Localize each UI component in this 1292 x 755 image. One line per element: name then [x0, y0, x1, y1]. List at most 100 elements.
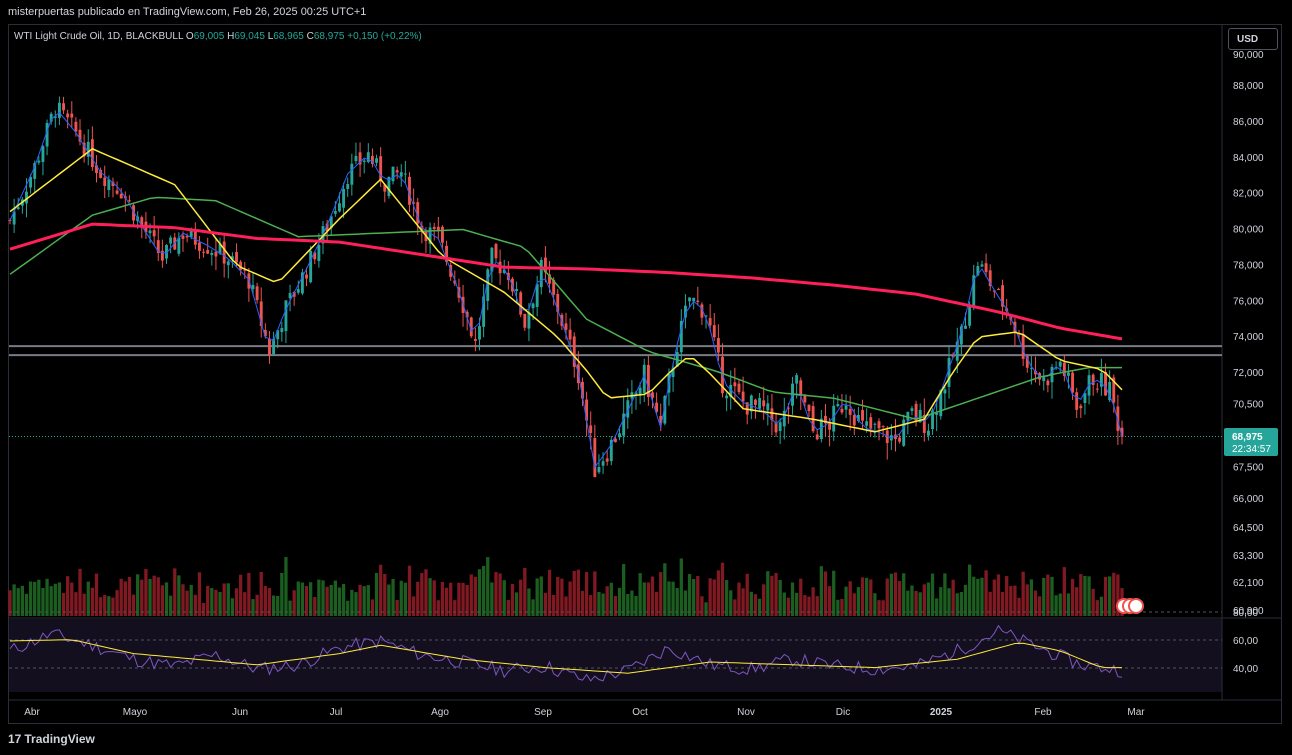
candle-body	[943, 389, 947, 394]
volume-bar	[1054, 595, 1058, 616]
volume-bar	[82, 593, 86, 616]
candle-body	[148, 230, 152, 234]
candle-body	[255, 286, 259, 301]
volume-bar	[428, 578, 432, 616]
volume-bar	[1083, 575, 1087, 616]
price-tick-label: 86,000	[1233, 117, 1264, 128]
volume-bar	[1005, 576, 1009, 616]
candle-body	[383, 184, 387, 192]
volume-bar	[1079, 574, 1083, 616]
candle-body	[906, 411, 910, 421]
volume-bar	[66, 576, 70, 616]
volume-bar	[737, 582, 741, 616]
candle-body	[531, 303, 535, 309]
candle-body	[375, 158, 378, 163]
volume-bar	[1103, 576, 1108, 616]
volume-bar	[453, 600, 457, 616]
candle-body	[828, 421, 832, 430]
candle-body	[568, 329, 572, 340]
volume-bar	[12, 584, 16, 616]
volume-bar	[955, 593, 959, 616]
candle-body	[268, 338, 271, 356]
candle-body	[688, 297, 691, 302]
brand-name: TradingView	[24, 732, 95, 746]
rsi-tick-label: 40,00	[1233, 664, 1258, 675]
volume-bar	[947, 588, 951, 616]
high-value: 69,045	[234, 31, 265, 42]
candle-body	[556, 294, 560, 312]
candle-body	[622, 413, 626, 436]
volume-bar	[1037, 596, 1042, 616]
volume-bar	[362, 586, 366, 616]
volume-bar	[276, 596, 280, 616]
candle-body	[926, 430, 930, 436]
candle-body	[918, 409, 922, 423]
low-value: 68,965	[273, 31, 304, 42]
volume-bar	[683, 590, 688, 616]
candle-body	[955, 341, 959, 361]
currency-button[interactable]: USD	[1228, 28, 1278, 50]
volume-bar	[140, 579, 144, 616]
volume-bar	[214, 589, 218, 616]
volume-bar	[976, 578, 980, 616]
candle-body	[593, 438, 597, 477]
candle-body	[663, 396, 667, 424]
candle-body	[379, 156, 383, 182]
candle-body	[82, 142, 86, 157]
candle-body	[535, 284, 539, 307]
volume-bar	[963, 584, 968, 616]
candle-body	[786, 407, 790, 409]
volume-bar	[597, 591, 601, 616]
volume-bar	[659, 572, 663, 616]
volume-bar	[819, 566, 823, 616]
candle-body	[95, 165, 98, 173]
candle-body	[490, 247, 494, 272]
volume-bar	[469, 574, 473, 616]
volume-bar	[300, 582, 305, 616]
candle-body	[671, 368, 675, 377]
sma-red-line	[9, 222, 1123, 341]
candle-body	[642, 364, 646, 393]
candle-body	[527, 312, 531, 329]
volume-bar	[185, 590, 189, 616]
volume-bar	[1029, 579, 1034, 616]
price-tick-label: 66,000	[1233, 494, 1264, 505]
volume-bar	[622, 564, 626, 616]
candle-body	[585, 399, 589, 421]
volume-bar	[527, 588, 531, 616]
candle-body	[366, 152, 370, 163]
close-value: 68,975	[313, 31, 345, 42]
candle-body	[272, 338, 276, 355]
candle-body	[1079, 405, 1083, 409]
candle-body	[572, 336, 576, 367]
candle-body	[609, 439, 613, 462]
tradingview-brand[interactable]: 17 TradingView	[8, 732, 95, 746]
volume-bar	[617, 587, 622, 616]
volume-bar	[107, 596, 111, 616]
candle-body	[185, 235, 189, 238]
open-label: O	[185, 31, 194, 42]
ema-blue-line	[9, 111, 1123, 469]
candle-body	[997, 288, 1000, 290]
volume-bar	[247, 572, 251, 616]
rsi-pane	[9, 611, 1222, 682]
volume-bar	[523, 567, 527, 616]
publisher-line: misterpuertas publicado en TradingView.c…	[8, 6, 367, 18]
volume-bar	[980, 577, 984, 616]
volume-bar	[181, 584, 185, 616]
candle-body	[935, 412, 939, 415]
volume-bar	[53, 583, 57, 616]
volume-bar	[729, 590, 733, 616]
candle-body	[914, 403, 918, 422]
candle-body	[1083, 393, 1087, 403]
volume-bar	[370, 599, 375, 616]
volume-bar	[197, 572, 202, 616]
volume-bar	[601, 593, 605, 616]
candle-body	[1025, 356, 1029, 368]
candle-body	[235, 252, 238, 263]
volume-bar	[576, 569, 581, 616]
candle-body	[515, 289, 519, 291]
candle-body	[111, 181, 115, 186]
volume-bar	[935, 598, 939, 616]
